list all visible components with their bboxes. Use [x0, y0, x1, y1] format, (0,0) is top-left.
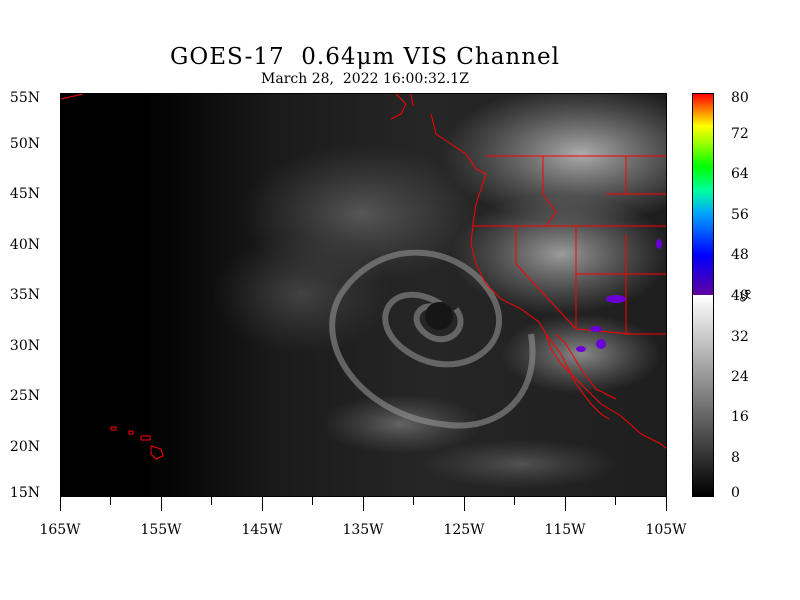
x-tick	[312, 497, 313, 505]
colorbar-label-24: 24	[731, 369, 749, 385]
x-tick	[211, 497, 212, 505]
x-tick	[565, 497, 566, 511]
colorbar-label-8: 8	[731, 450, 740, 466]
colorbar-label-72: 72	[731, 126, 749, 142]
lon-label-145w: 145W	[241, 522, 283, 538]
lon-label-105w: 105W	[645, 522, 687, 538]
lat-label-45n: 45N	[9, 186, 40, 202]
colorbar-label-40: 40	[731, 288, 749, 304]
lon-label-125w: 125W	[443, 522, 485, 538]
lat-label-50n: 50N	[9, 136, 40, 152]
lat-label-25n: 25N	[9, 388, 40, 404]
title: GOES-17 0.64μm VIS Channel	[169, 44, 561, 70]
x-tick	[110, 497, 111, 505]
colorbar	[692, 93, 714, 497]
x-tick	[615, 497, 616, 505]
x-tick	[60, 497, 61, 511]
subtitle-timestamp: March 28, 2022 16:00:32.1Z	[261, 71, 469, 87]
colorbar-label-0: 0	[731, 485, 740, 501]
colorbar-label-64: 64	[731, 166, 749, 182]
x-tick	[413, 497, 414, 505]
x-tick	[666, 497, 667, 511]
x-tick	[161, 497, 162, 511]
lon-label-115w: 115W	[544, 522, 586, 538]
lat-label-15n: 15N	[9, 485, 40, 501]
x-tick	[514, 497, 515, 505]
lat-label-35n: 35N	[9, 287, 40, 303]
colorbar-label-32: 32	[731, 329, 749, 345]
lat-label-30n: 30N	[9, 338, 40, 354]
x-tick	[363, 497, 364, 511]
lon-label-155w: 155W	[140, 522, 182, 538]
x-tick	[262, 497, 263, 511]
colorbar-label-56: 56	[731, 207, 749, 223]
lat-label-40n: 40N	[9, 237, 40, 253]
lon-label-135w: 135W	[342, 522, 384, 538]
colorbar-label-80: 80	[731, 90, 749, 106]
map-imagery	[61, 94, 666, 496]
lat-label-55n: 55N	[9, 90, 40, 106]
colorbar-unit: %	[736, 289, 752, 303]
satellite-map	[60, 93, 667, 497]
x-tick	[464, 497, 465, 511]
lat-label-20n: 20N	[9, 439, 40, 455]
colorbar-label-16: 16	[731, 409, 749, 425]
colorbar-label-48: 48	[731, 247, 749, 263]
lon-label-165w: 165W	[39, 522, 81, 538]
